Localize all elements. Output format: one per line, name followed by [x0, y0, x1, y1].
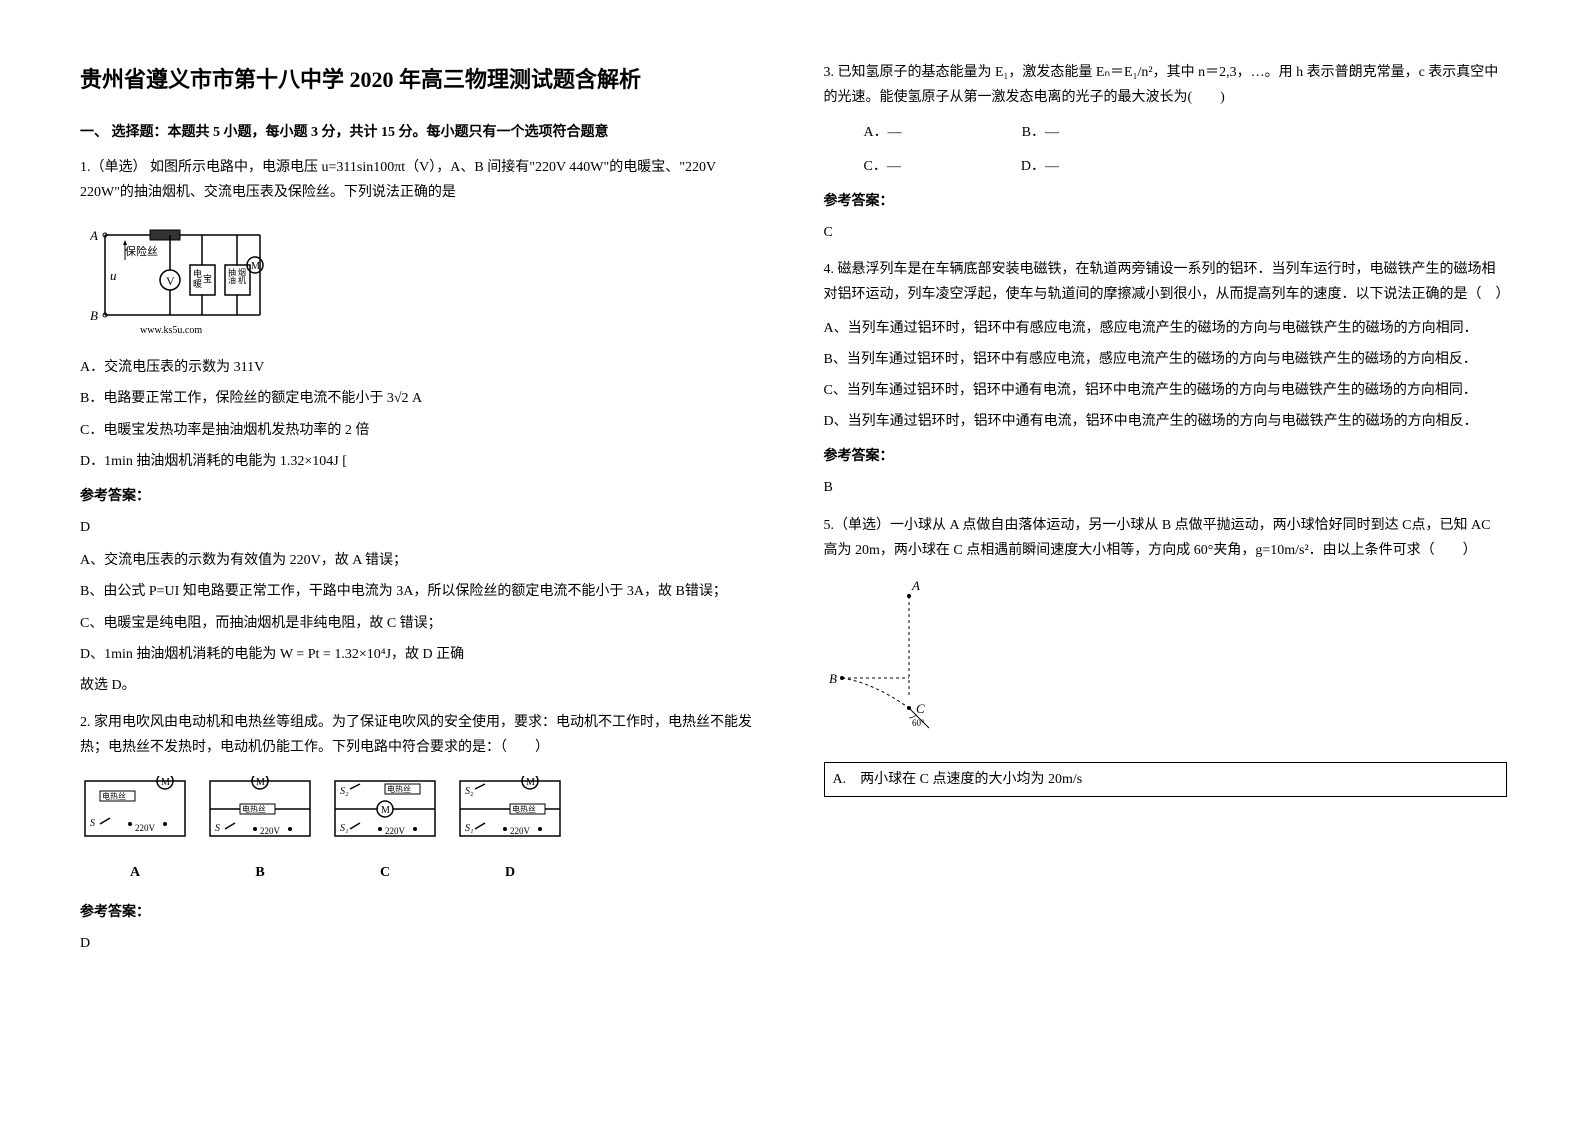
q3-option-d: D．—	[1021, 154, 1059, 179]
q4-text: 4. 磁悬浮列车是在车辆底部安装电磁铁，在轨道两旁铺设一系列的铝环．当列车运行时…	[824, 257, 1508, 307]
svg-text:M: M	[526, 777, 535, 788]
heater-label-2: 暖	[193, 278, 202, 289]
section-header: 一、 选择题：本题共 5 小题，每小题 3 分，共计 15 分。每小题只有一个选…	[80, 120, 764, 145]
diagram-url: www.ks5u.com	[140, 325, 202, 335]
question-5: 5.（单选）一小球从 A 点做自由落体运动，另一小球从 B 点做平抛运动，两小球…	[824, 513, 1508, 798]
svg-text:220V: 220V	[135, 823, 156, 833]
point-b-label: B	[90, 308, 98, 323]
q2-answer-label: 参考答案：	[80, 900, 764, 925]
hood-label-2: 油	[228, 275, 236, 285]
circuit-b-svg: M 电热丝 S 220V	[205, 776, 315, 846]
svg-text:M: M	[256, 777, 265, 788]
q4-answer-label: 参考答案：	[824, 444, 1508, 469]
circuit-label-a: A	[80, 860, 190, 885]
svg-text:电热丝: 电热丝	[512, 804, 536, 814]
motor-m-label: M	[251, 261, 260, 272]
svg-text:S₂: S₂	[465, 786, 474, 797]
q1-conclusion: 故选 D。	[80, 673, 764, 698]
q3-option-row-1: A．— B．—	[864, 120, 1508, 145]
q2-circuit-options: M 电热丝 S 220V A M 电热丝	[80, 776, 764, 885]
circuit-option-b: M 电热丝 S 220V B	[205, 776, 315, 885]
circuit-option-c: 电热丝 S₂ M S₁ 220V C	[330, 776, 440, 885]
q3-option-row-2: C．— D．—	[864, 154, 1508, 179]
svg-text:电热丝: 电热丝	[102, 791, 126, 801]
question-4: 4. 磁悬浮列车是在车辆底部安装电磁铁，在轨道两旁铺设一系列的铝环．当列车运行时…	[824, 257, 1508, 501]
fuse-label: 保险丝	[125, 244, 158, 258]
q1-exp-d: D、1min 抽油烟机消耗的电能为 W = Pt = 1.32×10⁴J，故 D…	[80, 642, 764, 667]
circuit-svg-q1: A 保险丝 V 电 暖 宝 抽 油	[90, 225, 270, 335]
q1-answer-label: 参考答案：	[80, 484, 764, 509]
q1-exp-b: B、由公式 P=UI 知电路要正常工作，干路中电流为 3A，所以保险丝的额定电流…	[80, 579, 764, 604]
circuit-option-a: M 电热丝 S 220V A	[80, 776, 190, 885]
q3-text: 3. 已知氢原子的基态能量为 E₁，激发态能量 Eₙ＝E₁/n²，其中 n＝2,…	[824, 60, 1508, 110]
question-1: 1.（单选） 如图所示电路中，电源电压 u=311sin100πt（V），A、B…	[80, 155, 764, 698]
hood-label-4: 机	[238, 275, 246, 285]
right-column: 3. 已知氢原子的基态能量为 E₁，激发态能量 Eₙ＝E₁/n²，其中 n＝2,…	[824, 60, 1508, 1062]
svg-text:220V: 220V	[260, 826, 281, 836]
q4-answer: B	[824, 475, 1508, 500]
page-title: 贵州省遵义市市第十八中学 2020 年高三物理测试题含解析	[80, 60, 764, 100]
q5-text: 5.（单选）一小球从 A 点做自由落体运动，另一小球从 B 点做平抛运动，两小球…	[824, 513, 1508, 563]
heater-label-1: 电	[193, 268, 202, 279]
question-3: 3. 已知氢原子的基态能量为 E₁，激发态能量 Eₙ＝E₁/n²，其中 n＝2,…	[824, 60, 1508, 245]
svg-text:M: M	[381, 805, 390, 816]
voltmeter-label: V	[166, 274, 175, 288]
svg-text:S₁: S₁	[465, 823, 473, 834]
q1-exp-a: A、交流电压表的示数为有效值为 220V，故 A 错误；	[80, 548, 764, 573]
heater-label-3: 宝	[203, 273, 212, 284]
q1-option-a: A．交流电压表的示数为 311V	[80, 355, 764, 380]
circuit-label-b: B	[205, 860, 315, 885]
svg-text:M: M	[161, 777, 170, 788]
svg-text:S: S	[90, 818, 95, 829]
circuit-label-c: C	[330, 860, 440, 885]
circuit-option-d: M S₂ 电热丝 S₁ 220V D	[455, 776, 565, 885]
point-a-q5: A	[911, 578, 920, 593]
circuit-c-svg: 电热丝 S₂ M S₁ 220V	[330, 776, 440, 846]
q3-option-a: A．—	[864, 120, 902, 145]
q1-option-c: C．电暖宝发热功率是抽油烟机发热功率的 2 倍	[80, 418, 764, 443]
angle-label: 60°	[912, 718, 925, 728]
svg-text:220V: 220V	[385, 826, 406, 836]
q2-text: 2. 家用电吹风由电动机和电热丝等组成。为了保证电吹风的安全使用，要求：电动机不…	[80, 710, 764, 760]
q3-answer: C	[824, 220, 1508, 245]
q5-diagram: A B C 60°	[824, 578, 1508, 747]
svg-text:电热丝: 电热丝	[242, 804, 266, 814]
q3-options: A．— B．— C．— D．—	[864, 120, 1508, 178]
q3-answer-label: 参考答案：	[824, 189, 1508, 214]
q1-text: 1.（单选） 如图所示电路中，电源电压 u=311sin100πt（V），A、B…	[80, 155, 764, 205]
point-a-label: A	[90, 228, 98, 243]
q5-table-option-a: A. 两小球在 C 点速度的大小均为 20m/s	[824, 762, 1508, 797]
q1-exp-c: C、电暖宝是纯电阻，而抽油烟机是非纯电阻，故 C 错误；	[80, 611, 764, 636]
svg-text:电热丝: 电热丝	[387, 784, 411, 794]
svg-text:S: S	[215, 823, 220, 834]
circuit-label-d: D	[455, 860, 565, 885]
left-column: 贵州省遵义市市第十八中学 2020 年高三物理测试题含解析 一、 选择题：本题共…	[80, 60, 764, 1062]
point-c-q5: C	[916, 701, 925, 716]
point-b-q5: B	[829, 671, 837, 686]
svg-text:220V: 220V	[510, 826, 531, 836]
q1-answer: D	[80, 515, 764, 540]
q2-answer: D	[80, 931, 764, 956]
q4-option-a: A、当列车通过铝环时，铝环中有感应电流，感应电流产生的磁场的方向与电磁铁产生的磁…	[824, 316, 1508, 341]
q5-opt-a-text: A. 两小球在 C 点速度的大小均为 20m/s	[833, 772, 1083, 787]
q1-circuit-diagram: A 保险丝 V 电 暖 宝 抽 油	[80, 215, 764, 345]
q3-option-b: B．—	[1022, 120, 1059, 145]
q1-option-b: B．电路要正常工作，保险丝的额定电流不能小于 3√2 A	[80, 386, 764, 411]
svg-text:S₁: S₁	[340, 823, 348, 834]
q4-option-d: D、当列车通过铝环时，铝环中通有电流，铝环中电流产生的磁场的方向与电磁铁产生的磁…	[824, 409, 1508, 434]
q4-option-b: B、当列车通过铝环时，铝环中有感应电流，感应电流产生的磁场的方向与电磁铁产生的磁…	[824, 347, 1508, 372]
circuit-a-svg: M 电热丝 S 220V	[80, 776, 190, 846]
u-label: u	[110, 268, 117, 283]
question-2: 2. 家用电吹风由电动机和电热丝等组成。为了保证电吹风的安全使用，要求：电动机不…	[80, 710, 764, 956]
q5-svg: A B C 60°	[824, 578, 1004, 738]
circuit-d-svg: M S₂ 电热丝 S₁ 220V	[455, 776, 565, 846]
q4-option-c: C、当列车通过铝环时，铝环中通有电流，铝环中电流产生的磁场的方向与电磁铁产生的磁…	[824, 378, 1508, 403]
q1-option-d: D．1min 抽油烟机消耗的电能为 1.32×104J [	[80, 449, 764, 474]
svg-text:S₂: S₂	[340, 786, 349, 797]
q3-option-c: C．—	[864, 154, 901, 179]
